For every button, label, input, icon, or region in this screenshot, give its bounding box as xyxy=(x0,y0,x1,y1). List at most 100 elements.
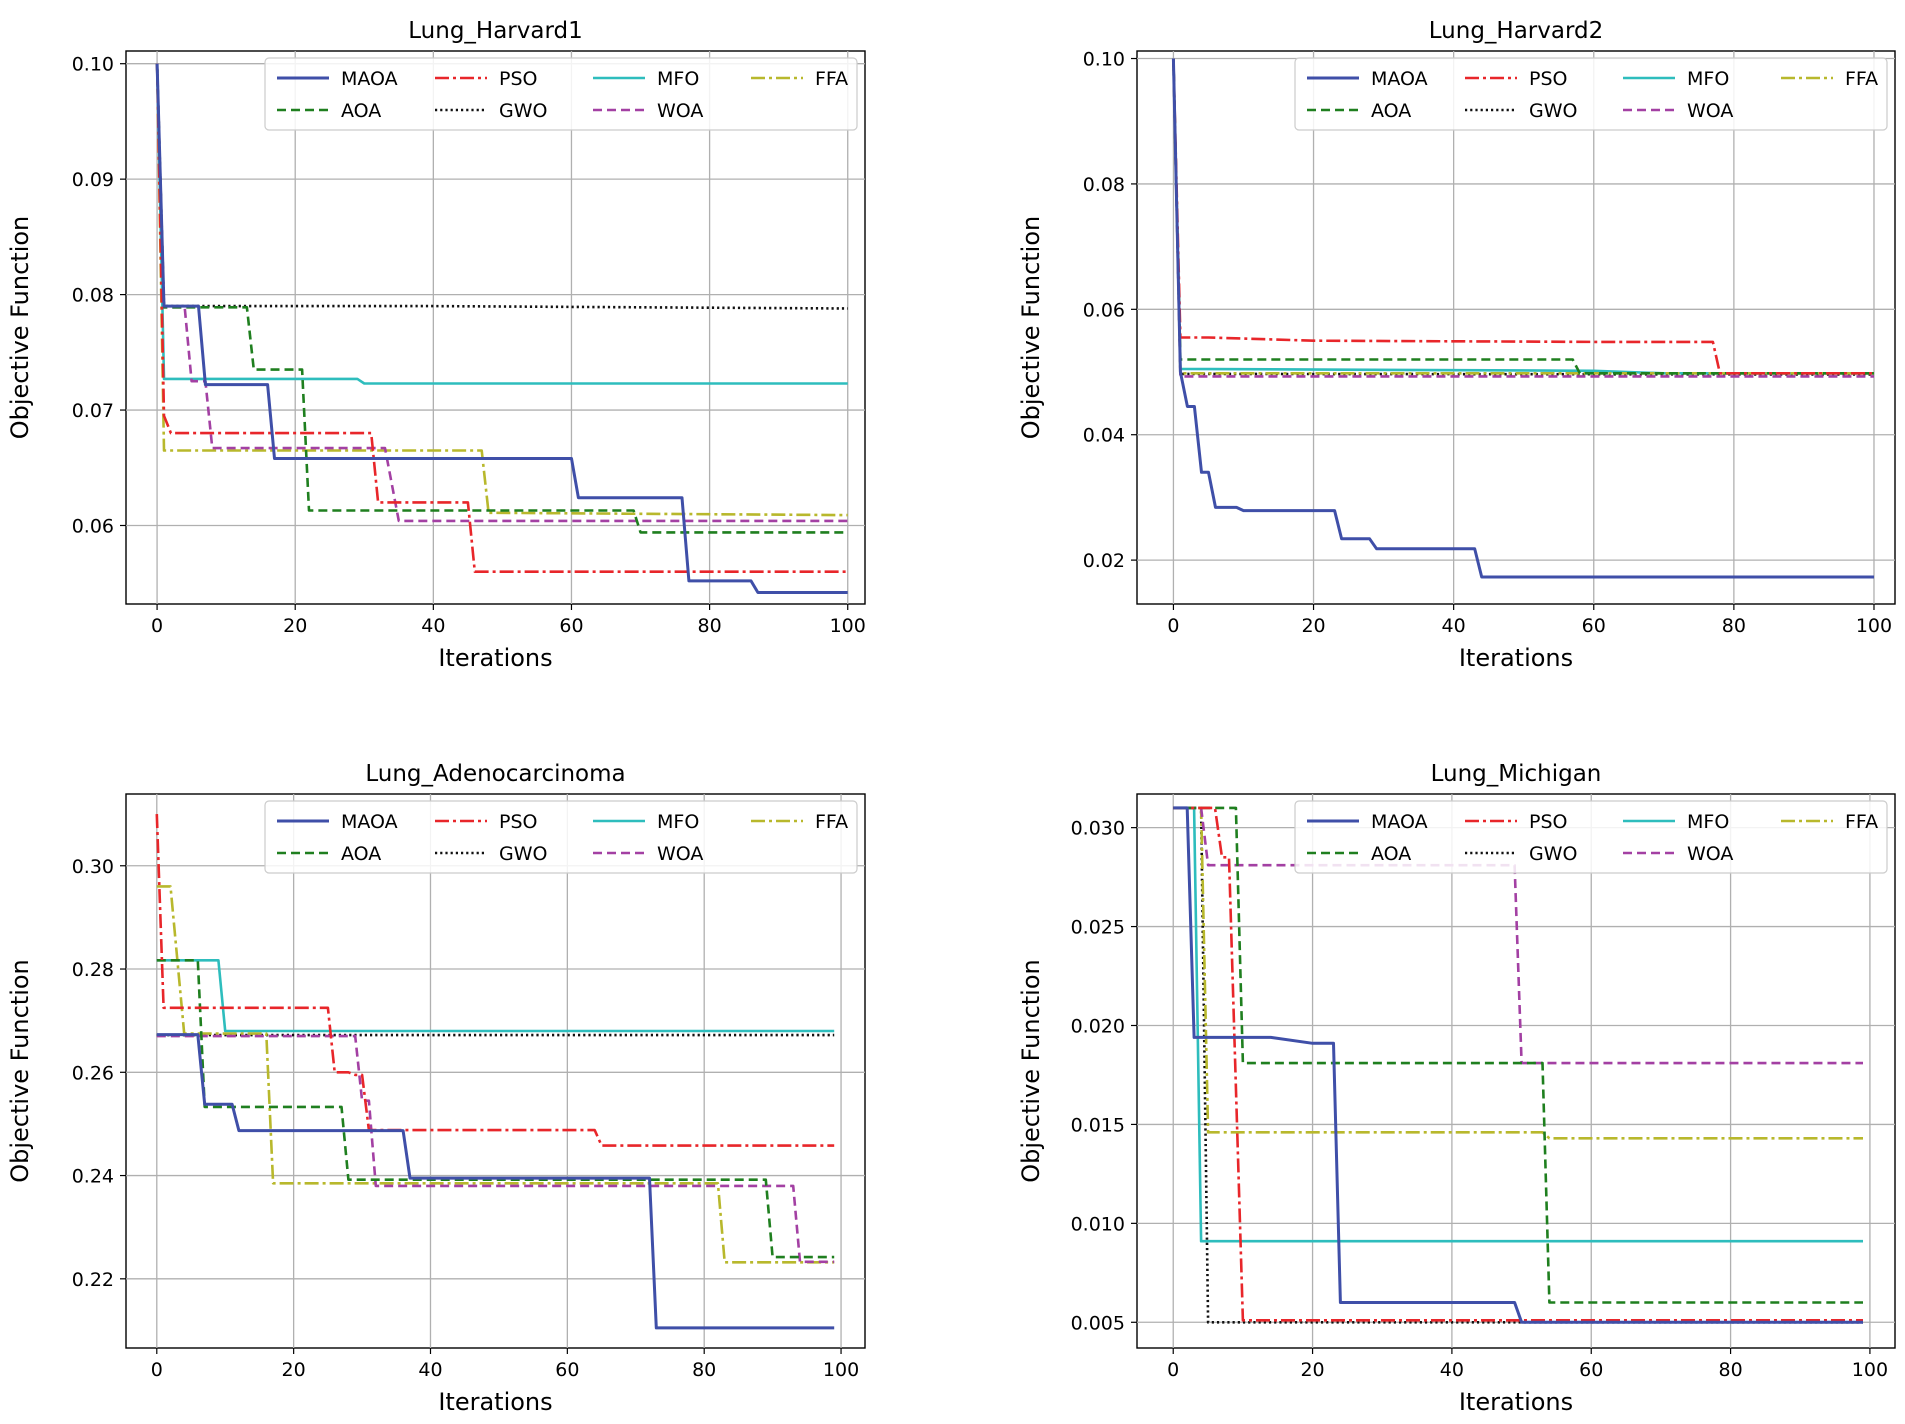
y-tick-label: 0.07 xyxy=(72,400,114,422)
legend-label-maoa: MAOA xyxy=(1371,68,1428,90)
legend-label-ffa: FFA xyxy=(1845,68,1878,90)
x-tick-label: 40 xyxy=(421,615,445,637)
y-tick-label: 0.010 xyxy=(1071,1213,1125,1235)
legend-label-aoa: AOA xyxy=(341,843,381,865)
legend-label-mfo: MFO xyxy=(1687,68,1729,90)
x-tick-label: 0 xyxy=(1167,1359,1179,1381)
x-tick-label: 80 xyxy=(698,615,722,637)
legend-label-gwo: GWO xyxy=(1529,843,1577,865)
legend-box xyxy=(1294,57,1888,131)
legend-label-ffa: FFA xyxy=(1845,811,1878,833)
series-line-pso xyxy=(155,63,848,574)
x-tick-label: 0 xyxy=(1167,615,1179,637)
x-tick-label: 20 xyxy=(282,1359,306,1381)
legend-label-pso: PSO xyxy=(499,68,537,90)
series-line-pso xyxy=(1173,806,1863,1322)
y-tick-label: 0.06 xyxy=(72,515,114,537)
series-lines xyxy=(155,814,835,1330)
legend-label-maoa: MAOA xyxy=(1371,811,1428,833)
legend-label-aoa: AOA xyxy=(1371,843,1411,865)
axes-frame xyxy=(125,50,866,605)
y-tick-label: 0.04 xyxy=(1083,425,1125,447)
y-axis-label: Objective Function xyxy=(1017,216,1045,440)
x-tick-label: 40 xyxy=(1440,1359,1464,1381)
subplot-lung-harvard2: 0 20 40 60 80 100 0.02 0.04 0.06 0.08 0.10 Lung_Ha… xyxy=(1017,18,1896,672)
x-tick-label: 40 xyxy=(1442,615,1466,637)
x-tick-label: 80 xyxy=(1722,615,1746,637)
legend-label-woa: WOA xyxy=(1687,843,1733,865)
x-tick-label: 100 xyxy=(1852,1359,1888,1381)
legend-label-woa: WOA xyxy=(657,100,703,122)
series-line-maoa xyxy=(1171,58,1874,579)
legend-label-mfo: MFO xyxy=(657,68,699,90)
y-tick-label: 0.08 xyxy=(72,285,114,307)
x-tick-label: 20 xyxy=(1301,615,1325,637)
plot-title: Lung_Michigan xyxy=(1431,761,1602,787)
series-line-ffa xyxy=(156,885,835,1264)
legend-label-pso: PSO xyxy=(1529,68,1567,90)
y-tick-label: 0.10 xyxy=(1083,49,1125,71)
legend-label-woa: WOA xyxy=(1687,100,1733,122)
tick-labels: 0 20 40 60 80 100 0.22 0.24 0.26 0.28 0.30 xyxy=(72,856,859,1381)
y-tick-label: 0.24 xyxy=(72,1166,114,1188)
y-tick-label: 0.10 xyxy=(72,54,114,76)
axes-frame xyxy=(125,793,866,1349)
x-axis-label: Iterations xyxy=(438,1388,552,1416)
legend-label-ffa: FFA xyxy=(815,811,848,833)
x-tick-label: 60 xyxy=(1579,1359,1603,1381)
legend: MAOA AOA PSO GWO MFO WOA FFA xyxy=(264,57,858,131)
legend-box xyxy=(264,800,858,874)
legend-label-pso: PSO xyxy=(499,811,537,833)
axes-frame xyxy=(1136,793,1896,1349)
legend-label-aoa: AOA xyxy=(1371,100,1411,122)
legend-label-pso: PSO xyxy=(1529,811,1567,833)
grid xyxy=(126,794,865,1348)
y-tick-label: 0.28 xyxy=(72,959,114,981)
series-lines xyxy=(1171,58,1875,579)
x-tick-label: 60 xyxy=(1582,615,1606,637)
axes-frame xyxy=(1136,50,1896,605)
tick-labels: 0 20 40 60 80 100 0.02 0.04 0.06 0.08 0.10 xyxy=(1083,49,1892,637)
y-axis-label: Objective Function xyxy=(1017,959,1045,1183)
x-tick-label: 0 xyxy=(151,615,163,637)
legend-label-aoa: AOA xyxy=(341,100,381,122)
x-axis-label: Iterations xyxy=(438,644,552,672)
y-tick-label: 0.025 xyxy=(1071,917,1125,939)
tick-labels: 0 20 40 60 80 100 0.005 0.010 0.015 0.020 0.025 0.0… xyxy=(1071,818,1888,1381)
x-tick-label: 40 xyxy=(418,1359,442,1381)
series-line-pso xyxy=(155,814,835,1147)
grid xyxy=(126,51,865,604)
y-tick-label: 0.08 xyxy=(1083,174,1125,196)
y-tick-label: 0.015 xyxy=(1071,1114,1125,1136)
plot-title: Lung_Adenocarcinoma xyxy=(365,761,625,787)
x-tick-label: 60 xyxy=(559,615,583,637)
series-line-maoa xyxy=(156,1033,835,1330)
x-tick-label: 20 xyxy=(283,615,307,637)
legend-label-mfo: MFO xyxy=(657,811,699,833)
subplot-lung-adenocarcinoma: 0 20 40 60 80 100 0.22 0.24 0.26 0.28 0.30 Lung_Ad… xyxy=(6,761,866,1416)
x-tick-label: 80 xyxy=(1718,1359,1742,1381)
legend-box xyxy=(1294,800,1888,874)
legend-label-ffa: FFA xyxy=(815,68,848,90)
y-tick-label: 0.02 xyxy=(1083,550,1125,572)
y-axis-label: Objective Function xyxy=(6,959,34,1183)
legend: MAOA AOA PSO GWO MFO WOA FFA xyxy=(1294,57,1888,131)
legend-label-gwo: GWO xyxy=(499,843,547,865)
x-tick-label: 100 xyxy=(1856,615,1892,637)
series-line-maoa xyxy=(1173,806,1863,1324)
x-axis-label: Iterations xyxy=(1459,1388,1573,1416)
x-tick-label: 20 xyxy=(1300,1359,1324,1381)
subplot-lung-michigan: 0 20 40 60 80 100 0.005 0.010 0.015 0.020 0.025 0.0… xyxy=(1017,761,1896,1416)
legend-box xyxy=(264,57,858,131)
legend-label-maoa: MAOA xyxy=(341,811,398,833)
plot-title: Lung_Harvard1 xyxy=(408,18,583,44)
x-axis-label: Iterations xyxy=(1459,644,1573,672)
legend: MAOA AOA PSO GWO MFO WOA FFA xyxy=(264,800,858,874)
y-tick-label: 0.005 xyxy=(1071,1312,1125,1334)
x-tick-label: 60 xyxy=(555,1359,579,1381)
y-tick-label: 0.06 xyxy=(1083,299,1125,321)
y-tick-label: 0.22 xyxy=(72,1269,114,1291)
legend-label-gwo: GWO xyxy=(1529,100,1577,122)
tick-labels: 0 20 40 60 80 100 0.06 0.07 0.08 0.09 0.10 xyxy=(72,54,866,637)
